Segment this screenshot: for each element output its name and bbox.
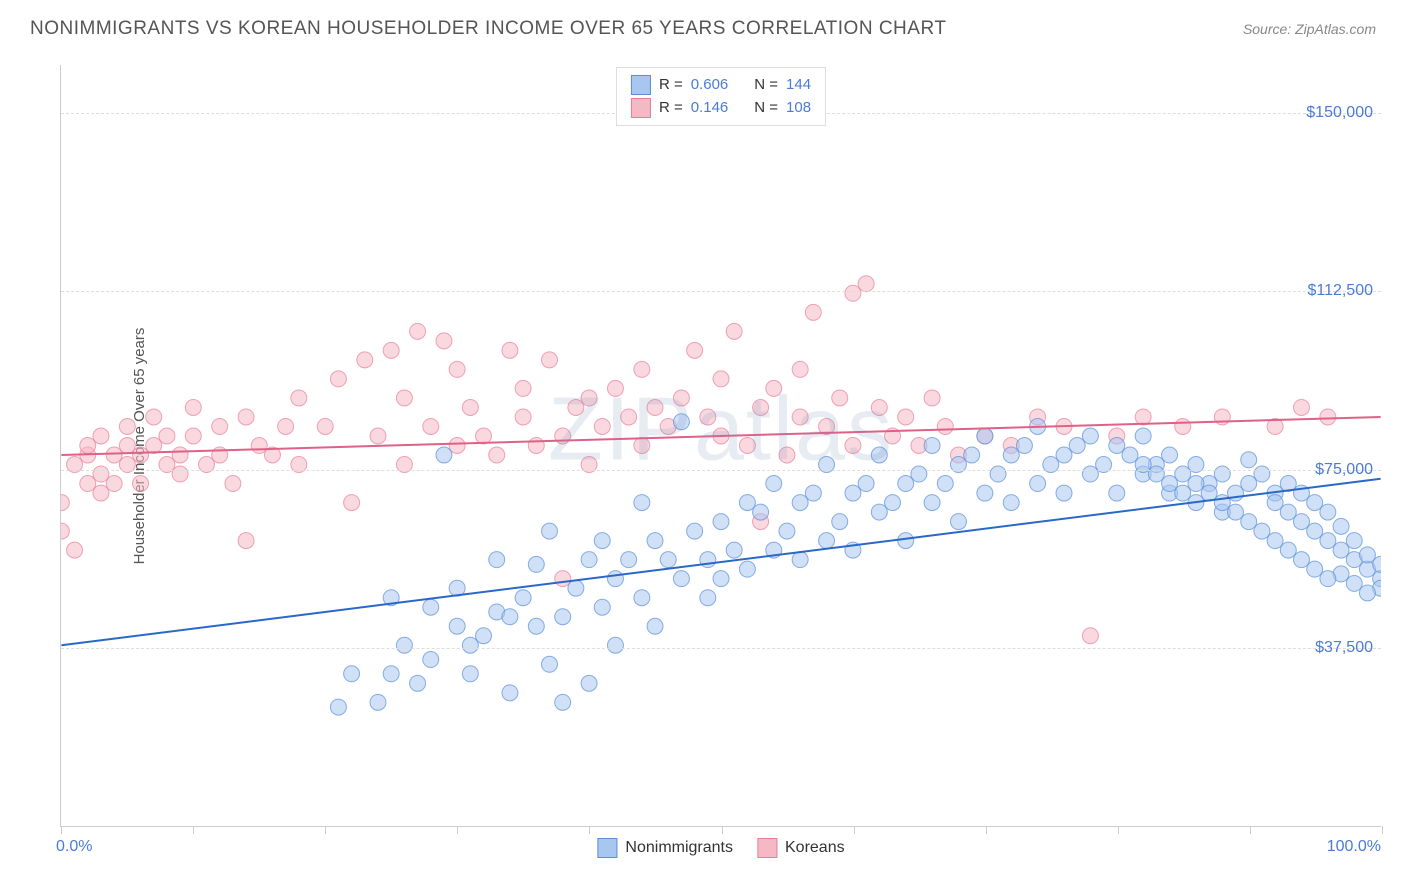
r-label: R = <box>659 74 683 97</box>
y-tick-label: $37,500 <box>1315 639 1373 657</box>
chart-title: NONIMMIGRANTS VS KOREAN HOUSEHOLDER INCO… <box>30 18 946 40</box>
scatter-svg <box>61 65 1381 826</box>
x-tick <box>722 826 723 834</box>
legend-item-koreans: Koreans <box>757 838 845 858</box>
legend-row-nonimmigrants: R = 0.606 N = 144 <box>631 74 811 97</box>
n-value: 144 <box>786 74 811 97</box>
swatch-blue <box>631 75 651 95</box>
x-tick <box>1382 826 1383 834</box>
swatch-blue <box>597 838 617 858</box>
swatch-pink <box>631 98 651 118</box>
x-axis-min-label: 0.0% <box>56 838 92 856</box>
gridline <box>61 470 1381 471</box>
swatch-pink <box>757 838 777 858</box>
x-axis-max-label: 100.0% <box>1327 838 1381 856</box>
x-tick <box>1118 826 1119 834</box>
series-legend: Nonimmigrants Koreans <box>597 838 844 858</box>
n-label: N = <box>754 97 778 120</box>
gridline <box>61 648 1381 649</box>
n-value: 108 <box>786 97 811 120</box>
r-value: 0.146 <box>691 97 729 120</box>
x-tick <box>457 826 458 834</box>
x-tick <box>986 826 987 834</box>
gridline <box>61 291 1381 292</box>
x-tick <box>61 826 62 834</box>
x-tick <box>325 826 326 834</box>
correlation-legend: R = 0.606 N = 144 R = 0.146 N = 108 <box>616 67 826 126</box>
x-tick <box>854 826 855 834</box>
chart-plot-area: Householder Income Over 65 years ZIPatla… <box>60 65 1381 827</box>
y-tick-label: $112,500 <box>1307 282 1373 300</box>
source-attribution: Source: ZipAtlas.com <box>1243 21 1376 37</box>
legend-label: Nonimmigrants <box>625 839 733 857</box>
x-tick <box>589 826 590 834</box>
r-value: 0.606 <box>691 74 729 97</box>
legend-item-nonimmigrants: Nonimmigrants <box>597 838 733 858</box>
legend-row-koreans: R = 0.146 N = 108 <box>631 97 811 120</box>
y-tick-label: $150,000 <box>1306 104 1373 122</box>
x-tick <box>1250 826 1251 834</box>
n-label: N = <box>754 74 778 97</box>
legend-label: Koreans <box>785 839 845 857</box>
x-tick <box>193 826 194 834</box>
r-label: R = <box>659 97 683 120</box>
y-tick-label: $75,000 <box>1315 461 1373 479</box>
